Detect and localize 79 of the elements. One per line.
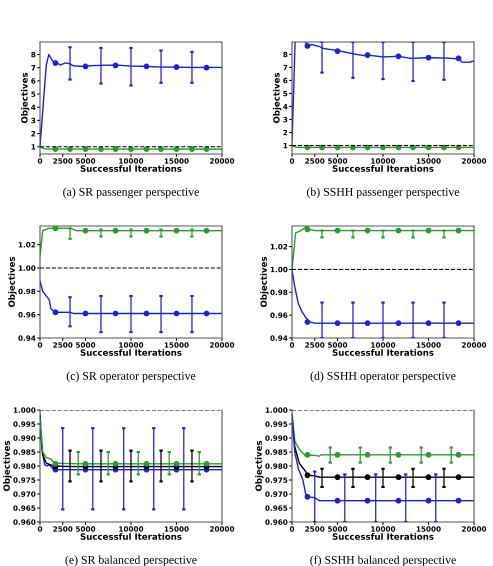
point [112,62,118,68]
point [364,474,370,480]
x-axis-title: Successful Iterations [80,533,182,540]
point [174,310,180,316]
point [396,452,402,458]
point [144,310,150,316]
point [304,452,310,458]
point [174,64,180,70]
y-axis-title: Objectives [260,256,269,308]
point [334,474,340,480]
point [52,309,58,316]
point [112,228,118,234]
point [456,498,462,504]
text: (d) SSHH operator perspective [310,372,456,382]
point [82,310,88,316]
point [456,452,462,458]
point [456,55,462,62]
point [334,452,340,458]
y-axis-title: Objectives [3,440,12,492]
point [112,310,118,316]
point [426,320,432,326]
point [456,228,462,234]
x-axis-title: Successful Iterations [332,165,434,172]
point [204,310,210,316]
y-axis-title: Objectives [273,72,282,124]
point [396,320,402,326]
x-axis-title: Successful Iterations [80,349,182,356]
text: (a) SR passenger perspective [63,188,199,198]
y-axis-title: Objectives [21,72,30,124]
point [144,63,150,70]
point [334,320,340,326]
point [426,228,432,234]
x-axis-title: Successful Iterations [332,349,434,356]
text: (e) SR balanced perspective [65,556,197,566]
point [334,228,340,234]
point [82,228,88,234]
y-axis-title: Objectives [8,256,17,308]
point [174,228,180,234]
point [204,228,210,234]
point [334,498,340,504]
y-axis-title: Objectives [255,440,264,492]
point [426,498,432,504]
point [364,320,370,326]
point [204,460,210,467]
point [174,460,180,467]
point [144,460,150,467]
point [334,48,340,54]
point [396,474,402,480]
point [204,64,210,71]
point [396,498,402,504]
text: (c) SR operator perspective [66,372,196,382]
point [456,320,462,326]
line-series [40,228,222,258]
point [426,452,432,458]
point [396,53,402,60]
point [364,52,370,58]
x-axis-title: Successful Iterations [80,165,182,172]
point [304,42,310,49]
point [52,60,58,66]
text: (f) SSHH balanced perspective [310,555,456,566]
point [112,460,118,467]
point [82,460,88,467]
point [304,319,310,325]
point [304,472,310,478]
point [426,54,432,61]
point [304,494,310,500]
point [396,228,402,234]
point [364,498,370,504]
point [82,63,88,70]
point [456,474,462,480]
point [52,460,58,467]
point [144,228,150,234]
point [52,226,58,232]
x-axis-title: Successful Iterations [332,533,434,540]
point [426,474,432,480]
point [304,226,310,232]
point [364,228,370,234]
text: (b) SSHH passenger perspective [306,188,460,198]
point [364,452,370,458]
